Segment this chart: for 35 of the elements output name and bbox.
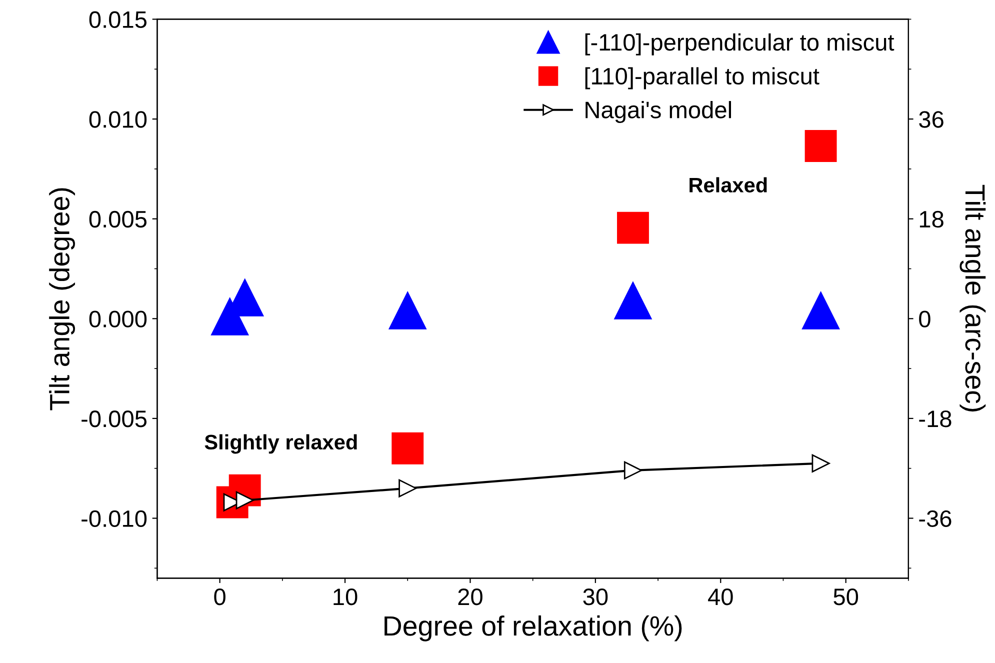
y-tick-label: 0.000 <box>89 310 147 328</box>
y-tick-label: -0.010 <box>82 510 147 528</box>
x-tick-label: 40 <box>708 588 733 606</box>
legend-label: Nagai's model <box>586 101 731 124</box>
point <box>624 461 642 480</box>
y2-tick-label: 0 <box>919 310 930 328</box>
x-tick-label: 0 <box>214 588 226 606</box>
y-axis-title: Tilt angle (degree) <box>49 188 75 410</box>
point <box>802 292 840 330</box>
point <box>392 432 424 464</box>
annotation: Relaxed <box>690 177 767 192</box>
x-tick-label: 50 <box>834 588 858 606</box>
y-tick-label: -0.005 <box>82 410 147 428</box>
point <box>617 212 649 244</box>
x-axis-title: Degree of relaxation (%) <box>384 615 682 642</box>
y2-axis-title: Tilt angle (arc-sec) <box>960 184 986 412</box>
point <box>614 282 652 320</box>
annotation: Slightly relaxed <box>204 434 357 454</box>
y2-tick-label: -18 <box>919 410 952 428</box>
x-tick-label: 10 <box>334 588 358 606</box>
y2-tick-label: 36 <box>919 111 944 128</box>
y2-tick-label: -36 <box>919 510 952 528</box>
legend-label: [110]-parallel to miscut <box>585 67 820 90</box>
legend-label: [-110]-perpendicular to miscut <box>585 33 894 56</box>
y-tick-label: 0.005 <box>89 210 147 228</box>
point <box>804 130 837 162</box>
y-tick-label: 0.010 <box>89 111 147 128</box>
y-tick-label: 0.015 <box>89 11 147 28</box>
point <box>236 491 254 510</box>
point <box>398 479 417 498</box>
y2-tick-label: 18 <box>920 210 944 228</box>
x-tick-label: 20 <box>458 588 482 606</box>
point <box>812 454 830 472</box>
x-tick-label: 30 <box>583 588 608 606</box>
point <box>388 292 426 330</box>
